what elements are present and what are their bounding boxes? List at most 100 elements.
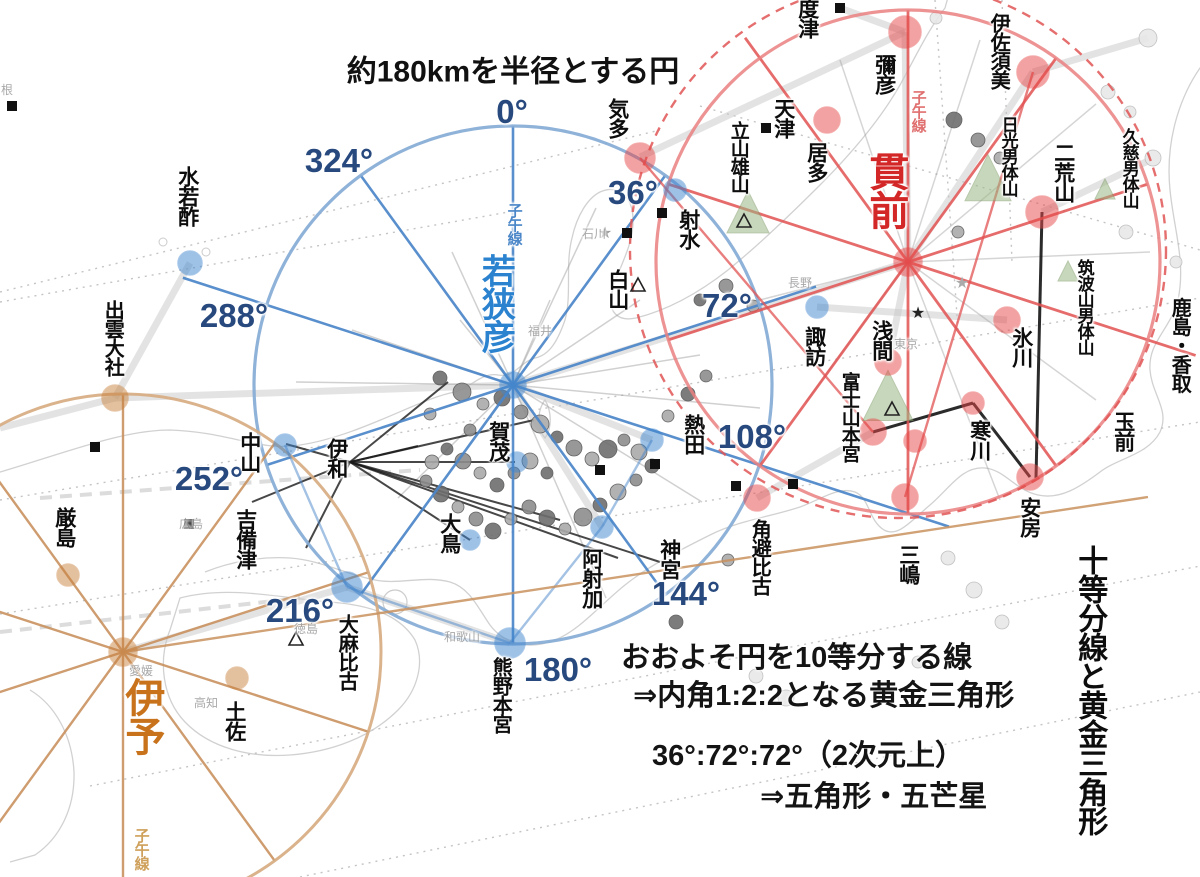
shrine-square-marker — [184, 519, 194, 529]
map-node-ball — [1138, 28, 1158, 48]
nukisaki-circle — [654, 8, 1162, 516]
iyo-spoke — [122, 651, 276, 862]
shrine-label: 伊和 — [324, 438, 348, 478]
ley-beam — [638, 28, 907, 161]
shrine-label: 吉備津 — [233, 509, 257, 569]
mountain-triangle — [862, 369, 914, 421]
coastline — [9, 689, 75, 863]
red-shrine-node — [1025, 195, 1059, 229]
blue-shrine-node — [494, 627, 526, 659]
gray-ray — [512, 354, 701, 386]
shrine-label: 中山 — [237, 432, 261, 472]
map-node-ball — [504, 512, 518, 526]
mountain-triangle — [1057, 259, 1079, 282]
shrine-label: 日光男体山 — [998, 116, 1018, 196]
shrine-label: 彌彦 — [872, 54, 896, 94]
map-node-ball — [617, 433, 631, 447]
red-shrine-node — [961, 391, 985, 415]
iyo-spoke — [0, 650, 124, 694]
shrine-square-marker — [657, 208, 667, 218]
ley-beam — [755, 428, 875, 502]
map-node-ball — [424, 454, 440, 470]
angle-label: 288° — [199, 297, 269, 335]
ley-beam — [1040, 156, 1152, 216]
red-shrine-node — [888, 15, 922, 49]
blue-shrine-node — [663, 178, 687, 202]
grid-dotted-line — [0, 129, 661, 293]
iyo-spoke — [0, 651, 124, 824]
meridian-label: 子午線 — [909, 90, 927, 132]
red-chord — [903, 71, 1035, 498]
black-line — [349, 419, 535, 463]
side-note-vertical: 十等分線と黄金三角形 — [1073, 545, 1107, 835]
wakasahiko-spoke — [512, 383, 950, 528]
angle-label: 144° — [651, 575, 721, 613]
coastline — [0, 0, 948, 473]
map-region-label: 広島 — [178, 516, 204, 531]
map-node-ball — [432, 370, 448, 386]
shrine-label: 富士山本宮 — [838, 372, 860, 462]
shrine-label: 諏訪 — [802, 326, 826, 366]
shrine-label: 居多 — [804, 142, 828, 182]
open-triangle-marker — [883, 400, 901, 416]
blue-shrine-node — [640, 428, 664, 452]
shrine-label: 氷川 — [1009, 327, 1033, 367]
blue-shrine-node — [177, 250, 203, 276]
iyo-spoke — [122, 650, 369, 733]
black-line — [305, 461, 351, 549]
open-triangle-marker — [735, 212, 753, 228]
shrine-square-marker — [788, 479, 798, 489]
map-node-ball — [558, 522, 572, 536]
coastline — [204, 67, 1200, 646]
map-region-label: 和歌山 — [443, 629, 481, 644]
shrine-square-marker — [595, 465, 605, 475]
gray-dashed-line — [39, 468, 421, 500]
orange-shrine-node — [101, 384, 129, 412]
map-node-ball — [484, 522, 502, 540]
ley-beam — [122, 583, 348, 656]
red-shrine-node — [893, 247, 923, 277]
red-shrine-node — [624, 142, 656, 174]
star-marker: ★ — [598, 225, 612, 242]
red-shrine-node — [891, 483, 919, 511]
red-chord — [639, 157, 874, 433]
orange-shrine-node — [56, 563, 80, 587]
ley-beam — [1032, 34, 1149, 76]
map-node-ball — [513, 404, 529, 420]
map-node-ball — [584, 451, 600, 467]
ley-beam — [511, 381, 654, 444]
gray-ray — [512, 207, 597, 386]
grid-dotted-line — [699, 105, 1200, 251]
nukisaki-spoke — [758, 261, 910, 467]
wakasahiko-spoke — [359, 174, 515, 386]
map-region-label: 根 — [0, 82, 14, 97]
red-shrine-node — [874, 348, 902, 376]
shrine-square-marker — [650, 459, 660, 469]
map-node-ball — [463, 423, 477, 437]
figure-title: 約180kmを半径とする円 — [346, 55, 680, 89]
shrine-label: 天津 — [771, 98, 795, 138]
blue-chord — [600, 439, 654, 528]
map-region-label: 東京 — [893, 336, 919, 351]
black-line — [349, 461, 619, 559]
note-line-4: ⇒五角形・五芒星 — [760, 781, 988, 813]
coastline — [201, 247, 211, 257]
blue-chord — [509, 526, 603, 644]
map-node-ball — [929, 11, 943, 25]
map-node-ball — [565, 439, 583, 457]
hub-shrine-label: 若狭彦 — [476, 253, 515, 353]
shrine-square-marker — [7, 101, 17, 111]
map-node-ball — [1169, 255, 1183, 269]
star-marker: ★ — [911, 305, 925, 322]
red-shrine-node — [1016, 463, 1044, 491]
map-region-label: 福井 — [527, 323, 553, 338]
gray-ray — [512, 299, 551, 386]
red-shrine-node — [813, 106, 841, 134]
meridian-label: 子午線 — [132, 828, 150, 870]
wakasahiko-spoke — [359, 384, 515, 596]
gray-ray — [397, 384, 514, 499]
shrine-label: 阿射加 — [579, 548, 603, 608]
shrine-label: 安房 — [1017, 497, 1041, 537]
